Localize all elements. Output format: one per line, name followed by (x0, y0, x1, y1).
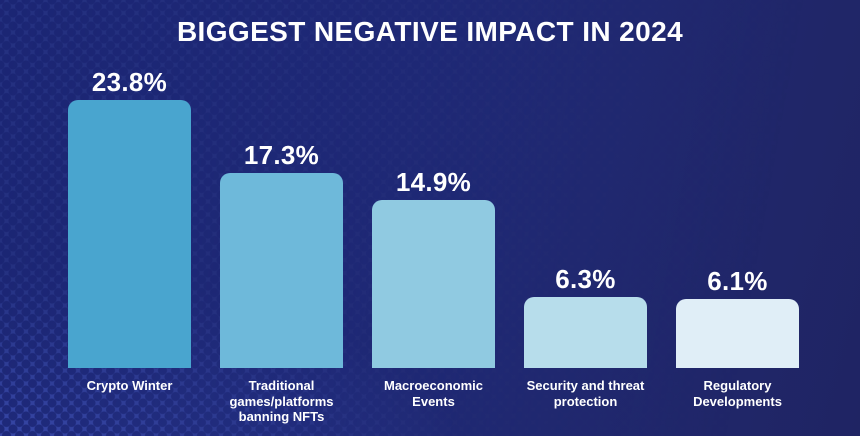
chart-title: BIGGEST NEGATIVE IMPACT IN 2024 (176, 16, 684, 47)
bar-category-label: Regulatory Developments (656, 378, 820, 409)
bar-column: 14.9% Macroeconomic Events (372, 167, 495, 409)
bar-category-label-line: protection (553, 393, 618, 409)
bar-column: 6.1% Regulatory Developments (676, 266, 799, 409)
bar-value-label: 6.3% (555, 264, 616, 295)
bar-category-label-line: Traditional (248, 378, 315, 393)
bar-column: 6.3% Security and threat protection (524, 264, 647, 409)
bar-category-label-line: Events (412, 393, 455, 409)
bar-category-label: Macroeconomic Events (352, 378, 516, 409)
bar-category-label: Traditional games/platforms banning NFTs (200, 378, 364, 425)
bar (372, 200, 495, 368)
bar-value-label: 14.9% (395, 167, 472, 198)
bar-category-label-line: Crypto Winter (86, 378, 173, 393)
bar-category-label-line: Macroeconomic (384, 378, 483, 393)
bar-value-label: 6.1% (707, 266, 768, 297)
bar-category-label-line: Regulatory (703, 378, 772, 393)
bar (68, 100, 191, 368)
bar-chart-plot: 23.8% Crypto Winter 17.3% Traditional games/… (68, 67, 799, 424)
bar-category-label-line: games/platforms (229, 393, 334, 409)
bar-column: 23.8% Crypto Winter (68, 67, 191, 393)
bar-column: 17.3% Traditional games/platforms banning N… (220, 140, 343, 424)
bar-category-label-line: banning NFTs (238, 409, 325, 424)
bar-value-label: 17.3% (243, 140, 320, 171)
bar (676, 299, 799, 368)
bar-category-label-line: Developments (693, 393, 782, 409)
bar-value-label: 23.8% (91, 67, 168, 97)
bar-category-label: Security and threat protection (504, 378, 668, 409)
bar (220, 173, 343, 368)
bar-category-label-line: Security and threat (526, 378, 645, 393)
bar (524, 297, 647, 368)
bar-category-label: Crypto Winter (48, 378, 212, 394)
